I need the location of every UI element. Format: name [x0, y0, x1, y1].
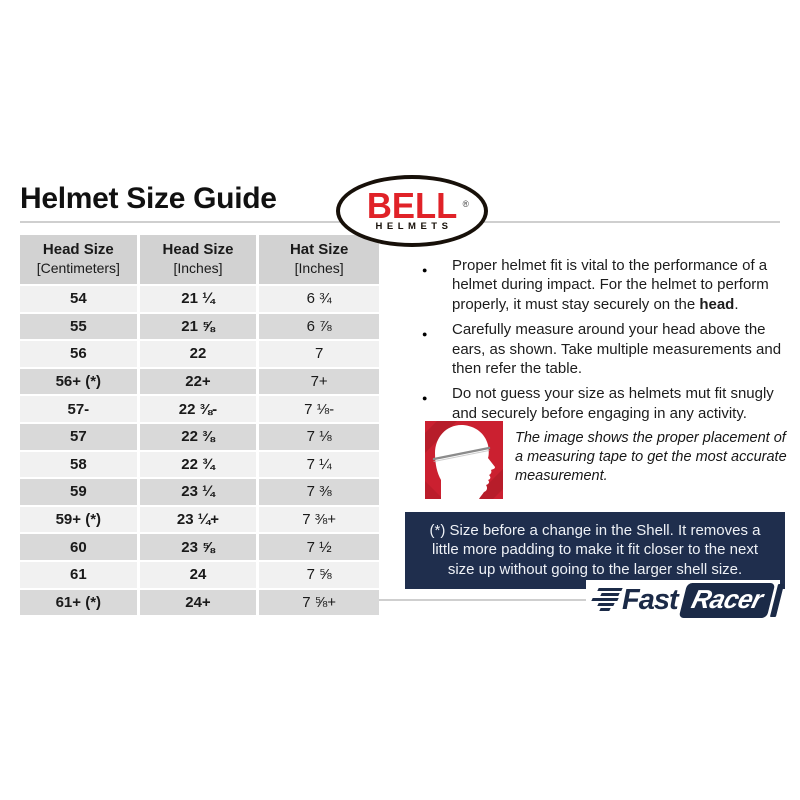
table-cell: 56	[20, 341, 140, 369]
table-cell: 7+	[259, 368, 379, 397]
table-cell: 57-	[20, 396, 140, 424]
table-cell: 22+	[139, 368, 260, 397]
head-silhouette-icon	[425, 421, 503, 499]
table-cell: 57	[20, 423, 140, 452]
table-cell: 6 ⅞	[259, 313, 379, 342]
table-cell: 24+	[139, 589, 260, 618]
table-cell: 7 ⅝	[259, 561, 379, 590]
bullet-icon: ●	[422, 265, 428, 275]
table-row: 56+ (*) 22+ 7+	[20, 368, 379, 397]
header-title: Head Size	[162, 241, 234, 258]
bullet-text: Proper helmet fit is vital to the perfor…	[452, 257, 769, 313]
registered-trademark-icon: ®	[462, 198, 469, 209]
table-cell: 61+ (*)	[20, 589, 140, 618]
header-unit: [Centimeters]	[36, 260, 120, 276]
column-header-head-size-in: Head Size [Inches]	[139, 235, 260, 286]
table-cell: 7 ⅜	[259, 479, 379, 507]
table-cell: 23 ¼+	[139, 506, 260, 535]
list-item: ● Carefully measure around your head abov…	[420, 320, 788, 378]
page-title: Helmet Size Guide	[20, 182, 277, 215]
fit-instructions-list: ● Proper helmet fit is vital to the perfo…	[420, 256, 781, 429]
table-cell: 22 ⅜-	[139, 396, 260, 424]
header-unit: [Inches]	[173, 260, 223, 276]
table-cell: 6 ¾	[259, 286, 379, 314]
table-cell: 22 ¾	[139, 451, 260, 480]
table-cell: 21 ¼	[139, 286, 260, 314]
list-item: ● Proper helmet fit is vital to the perfo…	[420, 256, 788, 314]
column-header-hat-size: Hat Size [Inches]	[259, 235, 379, 286]
fastracer-logo: Fast Racer	[586, 580, 785, 620]
size-table-header: Head Size [Centimeters] Head Size [Inche…	[20, 235, 379, 286]
column-header-head-size-cm: Head Size [Centimeters]	[20, 235, 140, 286]
list-item: ● Do not guess your size as helmets mut f…	[420, 384, 788, 423]
table-cell: 7 ⅛	[259, 423, 379, 452]
table-cell: 7 ½	[259, 534, 379, 562]
table-row: 57- 22 ⅜- 7 ⅛-	[20, 396, 379, 424]
bullet-text: Carefully measure around your head above…	[452, 321, 782, 378]
figure-caption: The image shows the proper placement of …	[515, 430, 787, 484]
bullet-icon: ●	[422, 393, 428, 404]
bell-word-text: BELL	[366, 184, 458, 226]
bullet-icon: ●	[422, 329, 428, 340]
size-table: Head Size [Centimeters] Head Size [Inche…	[20, 235, 379, 618]
speed-lines-icon	[590, 585, 623, 615]
bullet-text: .	[734, 295, 739, 313]
bell-logo-wordmark: BELL ®	[367, 187, 469, 223]
table-cell: 56+ (*)	[20, 368, 140, 397]
table-cell: 7 ⅜+	[259, 506, 379, 535]
table-cell: 59+ (*)	[20, 506, 140, 535]
shell-size-note: (*) Size before a change in the Shell. I…	[405, 512, 785, 589]
table-cell: 7 ⅛-	[259, 396, 379, 424]
table-cell: 58	[20, 451, 140, 480]
table-cell: 55	[20, 313, 140, 342]
table-cell: 22 ⅜	[139, 423, 260, 452]
table-cell: 23 ⅝	[139, 534, 260, 562]
table-cell: 60	[20, 534, 140, 562]
table-cell: 24	[139, 561, 260, 590]
table-cell: 7 ⅝+	[259, 589, 379, 618]
table-cell: 22	[139, 341, 260, 369]
table-cell: 23 ¼	[139, 479, 260, 507]
table-cell: 61	[20, 561, 140, 590]
table-cell: 7	[259, 341, 379, 369]
table-row: 56 22 7	[20, 341, 379, 369]
header-title: Head Size	[42, 241, 114, 258]
header-title: Hat Size	[289, 241, 349, 258]
table-cell: 7 ¼	[259, 451, 379, 480]
fastracer-racer-box: Racer	[678, 582, 775, 618]
footer-divider	[20, 599, 780, 601]
table-cell: 54	[20, 286, 140, 314]
bullet-text: Do not guess your size as helmets mut fi…	[452, 385, 774, 422]
table-cell: 59	[20, 479, 140, 507]
table-cell: 21 ⅝	[139, 313, 260, 342]
head-measurement-image	[425, 421, 503, 499]
table-row: 61 24 7 ⅝	[20, 561, 379, 590]
bell-helmets-logo: BELL ® HELMETS	[336, 175, 488, 247]
fastracer-racer-text: Racer	[688, 583, 766, 614]
table-row: 61+ (*) 24+ 7 ⅝+	[20, 589, 379, 618]
bullet-text-bold: head	[699, 295, 735, 313]
header-unit: [Inches]	[294, 260, 344, 276]
bell-logo-subtext: HELMETS	[375, 220, 453, 232]
table-row: 59+ (*) 23 ¼+ 7 ⅜+	[20, 506, 379, 535]
fastracer-fast-text: Fast	[622, 583, 679, 616]
